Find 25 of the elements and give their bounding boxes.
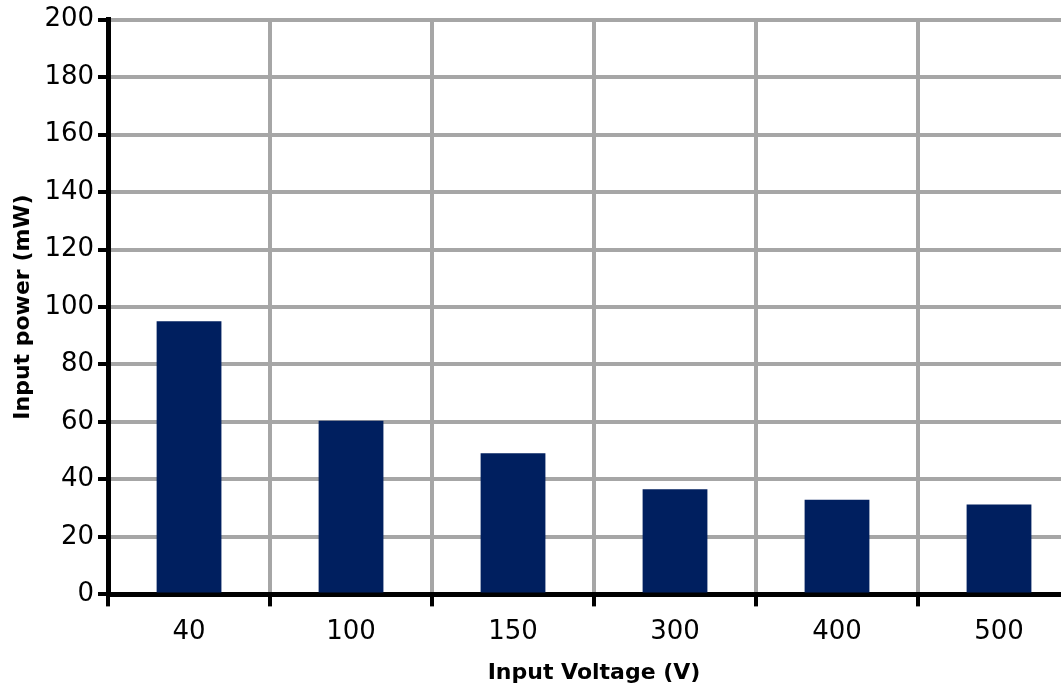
x-tick-label: 40 <box>172 614 206 645</box>
x-tick-label: 100 <box>326 614 376 645</box>
bar <box>804 499 870 593</box>
y-tick-label: 180 <box>44 59 95 90</box>
y-tick-label: 120 <box>44 232 95 263</box>
x-tick-label: 500 <box>974 614 1024 645</box>
y-tick-label: 0 <box>77 577 95 608</box>
x-tick-label: 150 <box>488 614 538 645</box>
x-tick-label: 400 <box>812 614 862 645</box>
bar <box>480 453 546 593</box>
y-tick-label: 40 <box>60 462 95 493</box>
y-tick-label: 80 <box>60 347 95 378</box>
bar <box>966 504 1032 593</box>
x-tick-label: 300 <box>650 614 700 645</box>
x-axis-title: Input Voltage (V) <box>487 658 701 684</box>
y-tick-label: 140 <box>44 174 95 205</box>
y-tick-label: 100 <box>44 289 95 320</box>
y-tick-label: 60 <box>60 404 95 435</box>
y-tick-label: 160 <box>44 117 95 148</box>
bar <box>318 420 384 593</box>
bar <box>156 321 222 593</box>
y-tick-label: 20 <box>60 519 95 550</box>
bar <box>642 489 708 593</box>
y-axis-title: Input power (mW) <box>8 194 34 420</box>
y-tick-label: 200 <box>44 2 95 33</box>
